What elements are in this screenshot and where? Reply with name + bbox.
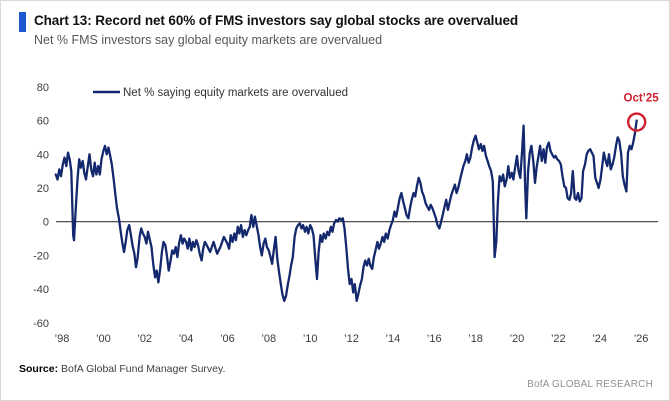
y-tick-label: -20 (33, 250, 49, 262)
annotation-circle (626, 112, 647, 132)
x-tick-label: ’02 (137, 333, 152, 345)
x-tick-label: ’98 (55, 333, 70, 345)
y-tick-label: 20 (37, 183, 49, 195)
x-axis-labels: ’98 ’00 ’02 ’04 ’06 ’08 ’10 ’12 ’14 ’16 ’18 ’20 ’22 ’… (55, 333, 649, 345)
x-tick-label: ’22 (551, 333, 566, 345)
source-line: Source: BofA Global Fund Manager Survey. (19, 363, 225, 375)
x-tick-label: ’18 (468, 333, 483, 345)
x-tick-label: ’20 (510, 333, 525, 345)
y-axis-labels: 80 60 40 20 0 -20 -40 -60 (33, 82, 49, 330)
annotation-label: Oct’25 (624, 93, 660, 105)
overvaluation-line-chart: Net % saying equity markets are overvalu… (33, 82, 660, 345)
chart-title: Chart 13: Record net 60% of FMS investor… (34, 13, 519, 28)
x-tick-label: ’12 (344, 333, 359, 345)
x-tick-label: ’08 (261, 333, 276, 345)
chart-header: Chart 13: Record net 60% of FMS investor… (19, 12, 649, 48)
data-series-line (54, 119, 638, 303)
legend-label: Net % saying equity markets are overvalu… (123, 87, 348, 99)
x-tick-label: ’10 (303, 333, 318, 345)
x-tick-label: ’26 (634, 333, 649, 345)
x-tick-label: ’00 (96, 333, 111, 345)
x-tick-label: ’24 (592, 333, 607, 345)
branding-text: BofA GLOBAL RESEARCH (527, 379, 653, 390)
x-tick-label: ’16 (427, 333, 442, 345)
chart-legend: Net % saying equity markets are overvalu… (93, 87, 348, 99)
y-tick-label: 60 (37, 116, 49, 128)
x-tick-label: ’06 (220, 333, 235, 345)
source-text: BofA Global Fund Manager Survey. (61, 363, 226, 375)
y-tick-label: -40 (33, 284, 49, 296)
x-tick-label: ’04 (179, 333, 194, 345)
latest-point-annotation: Oct’25 (624, 93, 660, 132)
y-tick-label: 40 (37, 149, 49, 161)
y-tick-label: 0 (43, 217, 49, 229)
y-tick-label: 80 (37, 82, 49, 94)
chart-subtitle: Net % FMS investors say global equity ma… (34, 32, 383, 47)
title-accent-bar (19, 12, 26, 32)
y-tick-label: -60 (33, 318, 49, 330)
x-tick-label: ’14 (386, 333, 401, 345)
source-label: Source: (19, 363, 59, 375)
